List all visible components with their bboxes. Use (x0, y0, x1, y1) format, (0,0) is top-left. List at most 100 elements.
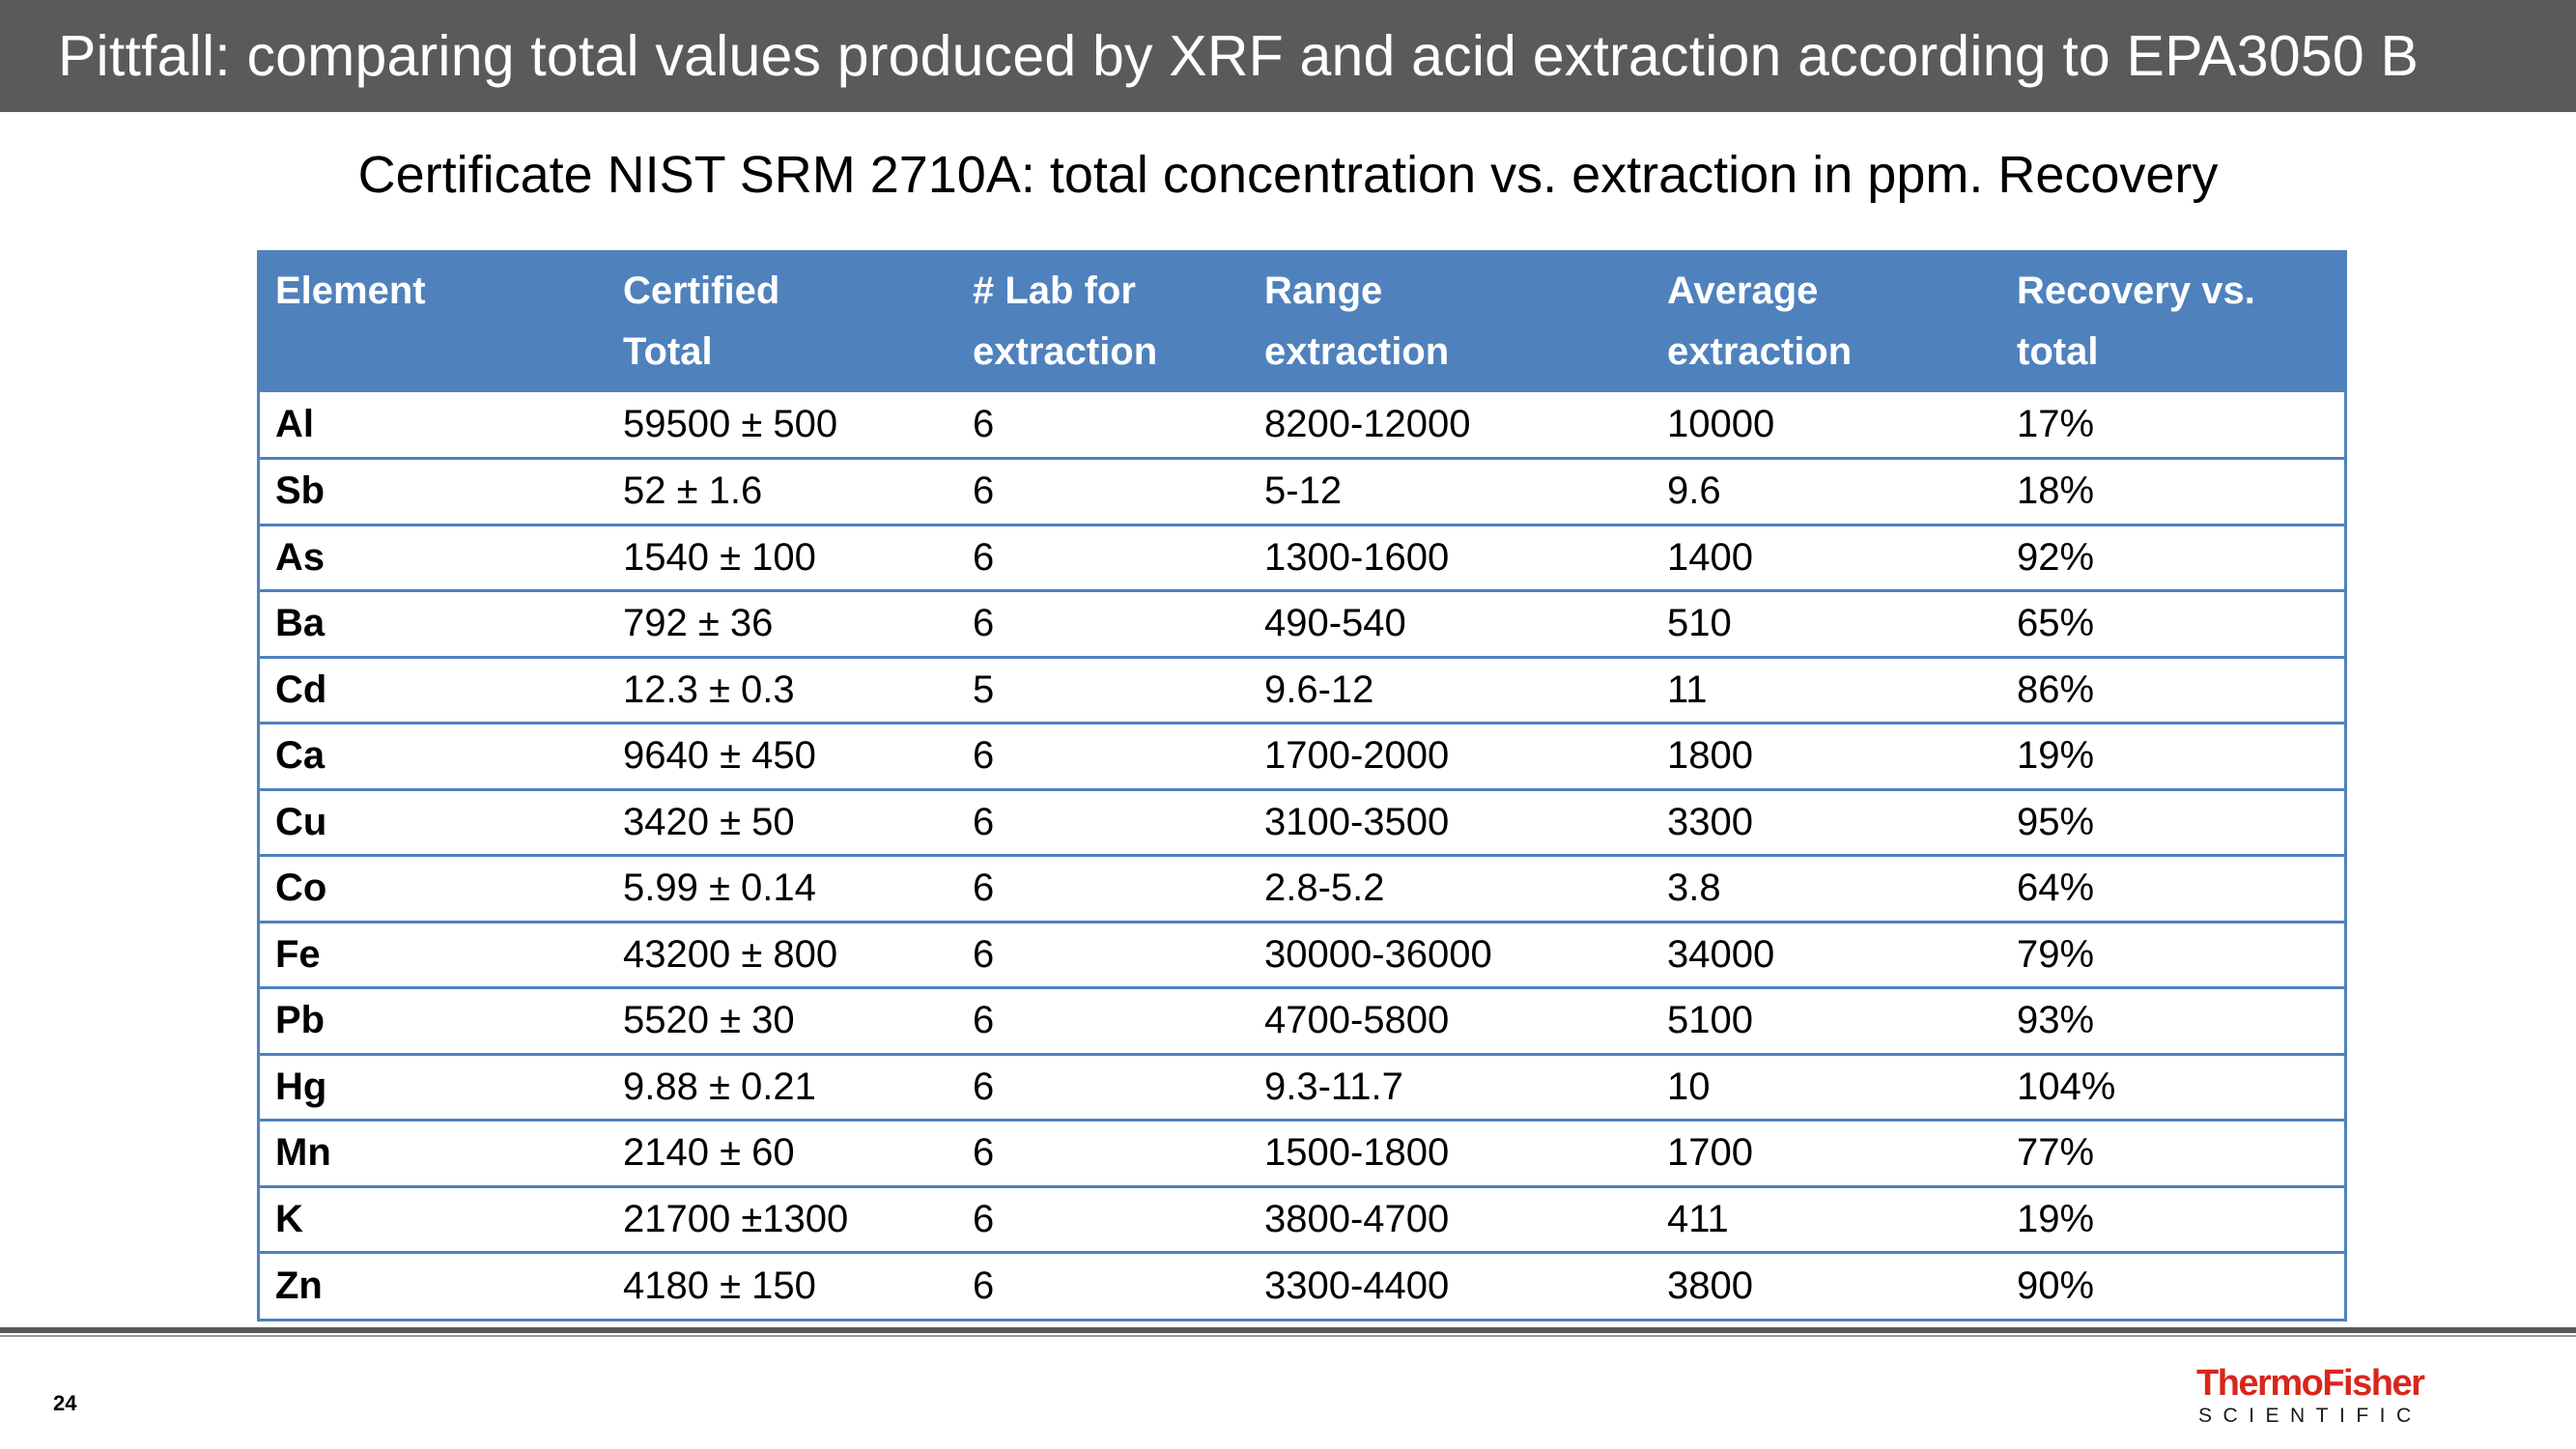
cell-average-extraction: 10 (1652, 1052, 2001, 1121)
thermo-fisher-logo: ThermoFisher SCIENTIFIC (2193, 1360, 2458, 1428)
cell-certified-total: 3420 ± 50 (608, 787, 957, 856)
cell-element: Zn (260, 1251, 608, 1319)
table-row: Mn 2140 ± 60 6 1500-1800 1700 77% (260, 1119, 2344, 1186)
cell-recovery: 90% (2001, 1251, 2344, 1319)
cell-average-extraction: 510 (1652, 589, 2001, 657)
cell-range-extraction: 30000-36000 (1249, 920, 1652, 988)
cell-lab-count: 6 (957, 1184, 1249, 1253)
cell-certified-total: 9.88 ± 0.21 (608, 1052, 957, 1121)
cell-element: Sb (260, 457, 608, 525)
cell-range-extraction: 1300-1600 (1249, 523, 1652, 591)
cell-lab-count: 6 (957, 722, 1249, 789)
cell-range-extraction: 8200-12000 (1264, 403, 1471, 445)
slide-title: Pittfall: comparing total values produce… (58, 24, 2419, 88)
cell-average-extraction: 9.6 (1652, 457, 2001, 525)
cell-lab-count: 6 (957, 523, 1249, 591)
cell-certified-total: 5520 ± 30 (608, 986, 957, 1054)
table-row: Ca 9640 ± 450 6 1700-2000 1800 19% (260, 722, 2344, 789)
table-row: Fe 43200 ± 800 6 30000-36000 34000 79% (260, 920, 2344, 988)
cell-average-extraction: 411 (1652, 1184, 2001, 1253)
cell-recovery: 104% (2001, 1052, 2344, 1121)
svg-text:ThermoFisher: ThermoFisher (2196, 1363, 2425, 1404)
cell-certified-total: 2140 ± 60 (608, 1119, 957, 1186)
header-recovery: Recovery vs. total (2001, 253, 2344, 392)
cell-element: Pb (260, 986, 608, 1054)
cell-certified-total: 792 ± 36 (608, 589, 957, 657)
header-range-extraction: Range extraction (1249, 253, 1652, 392)
cell-element: Al (275, 403, 314, 445)
table-header-row: Element Certified Total # Lab for extracti… (260, 253, 2344, 392)
cell-certified-total: 52 ± 1.6 (608, 457, 957, 525)
cell-recovery: 17% (2017, 403, 2095, 445)
cell-element: As (260, 523, 608, 591)
cell-range-extraction: 9.6-12 (1249, 655, 1652, 724)
cell-certified-total: 59500 ± 500 (623, 403, 838, 445)
cell-average-extraction: 1700 (1652, 1119, 2001, 1186)
cell-average-extraction: 1800 (1652, 722, 2001, 789)
cell-element: Hg (260, 1052, 608, 1121)
cell-lab-count: 6 (957, 1119, 1249, 1186)
cell-recovery: 64% (2001, 854, 2344, 922)
footer-divider (0, 1327, 2576, 1333)
cell-element: K (260, 1184, 608, 1253)
cell-range-extraction: 5-12 (1249, 457, 1652, 525)
cell-certified-total: 5.99 ± 0.14 (608, 854, 957, 922)
table-row: Ba 792 ± 36 6 490-540 510 65% (260, 589, 2344, 657)
cell-average-extraction: 11 (1652, 655, 2001, 724)
svg-text:SCIENTIFIC: SCIENTIFIC (2198, 1405, 2422, 1427)
cell-certified-total: 4180 ± 150 (608, 1251, 957, 1319)
cell-lab-count: 6 (957, 986, 1249, 1054)
cell-range-extraction: 490-540 (1249, 589, 1652, 657)
table-row: Al 59500 ± 500 6 8200-12000 10000 17% (260, 392, 2344, 459)
title-bar: Pittfall: comparing total values produce… (0, 0, 2576, 112)
header-element: Element (260, 253, 608, 392)
cell-recovery: 19% (2001, 722, 2344, 789)
thermo-fisher-logo-icon: ThermoFisher SCIENTIFIC (2196, 1363, 2427, 1427)
cell-recovery: 77% (2001, 1119, 2344, 1186)
cell-recovery: 79% (2001, 920, 2344, 988)
cell-lab-count: 6 (957, 457, 1249, 525)
header-lab-count: # Lab for extraction (957, 253, 1249, 392)
cell-lab-count: 6 (957, 920, 1249, 988)
slide-subtitle: Certificate NIST SRM 2710A: total concen… (357, 146, 2219, 204)
cell-average-extraction: 3.8 (1652, 854, 2001, 922)
cell-recovery: 95% (2001, 787, 2344, 856)
cell-certified-total: 9640 ± 450 (608, 722, 957, 789)
cell-lab-count: 5 (957, 655, 1249, 724)
cell-average-extraction: 10000 (1667, 403, 1775, 445)
cell-element: Co (260, 854, 608, 922)
cell-recovery: 65% (2001, 589, 2344, 657)
cell-range-extraction: 1500-1800 (1249, 1119, 1652, 1186)
table-row: Pb 5520 ± 30 6 4700-5800 5100 93% (260, 986, 2344, 1054)
cell-lab-count: 6 (957, 787, 1249, 856)
cell-recovery: 92% (2001, 523, 2344, 591)
table-row: Co 5.99 ± 0.14 6 2.8-5.2 3.8 64% (260, 854, 2344, 922)
cell-average-extraction: 3300 (1652, 787, 2001, 856)
cell-range-extraction: 4700-5800 (1249, 986, 1652, 1054)
cell-average-extraction: 1400 (1652, 523, 2001, 591)
table-row: K 21700 ±1300 6 3800-4700 411 19% (260, 1184, 2344, 1253)
cell-average-extraction: 34000 (1652, 920, 2001, 988)
cell-lab-count: 6 (957, 589, 1249, 657)
cell-range-extraction: 3800-4700 (1249, 1184, 1652, 1253)
cell-range-extraction: 1700-2000 (1249, 722, 1652, 789)
table-row: Sb 52 ± 1.6 6 5-12 9.6 18% (260, 457, 2344, 525)
cell-element: Cu (260, 787, 608, 856)
recovery-table: Element Certified Total # Lab for extracti… (257, 250, 2347, 1321)
cell-recovery: 93% (2001, 986, 2344, 1054)
table-row: As 1540 ± 100 6 1300-1600 1400 92% (260, 523, 2344, 591)
footer-divider-thin (0, 1335, 2576, 1337)
cell-average-extraction: 3800 (1652, 1251, 2001, 1319)
cell-range-extraction: 2.8-5.2 (1249, 854, 1652, 922)
cell-recovery: 86% (2001, 655, 2344, 724)
header-average-extraction: Average extraction (1652, 253, 2001, 392)
cell-range-extraction: 3100-3500 (1249, 787, 1652, 856)
page-number: 24 (53, 1391, 77, 1415)
cell-lab-count: 6 (957, 1251, 1249, 1319)
cell-certified-total: 12.3 ± 0.3 (608, 655, 957, 724)
table-row: Cu 3420 ± 50 6 3100-3500 3300 95% (260, 787, 2344, 856)
cell-certified-total: 21700 ±1300 (608, 1184, 957, 1253)
table-row: Hg 9.88 ± 0.21 6 9.3-11.7 10 104% (260, 1052, 2344, 1121)
cell-range-extraction: 9.3-11.7 (1249, 1052, 1652, 1121)
cell-lab-count: 6 (957, 1052, 1249, 1121)
